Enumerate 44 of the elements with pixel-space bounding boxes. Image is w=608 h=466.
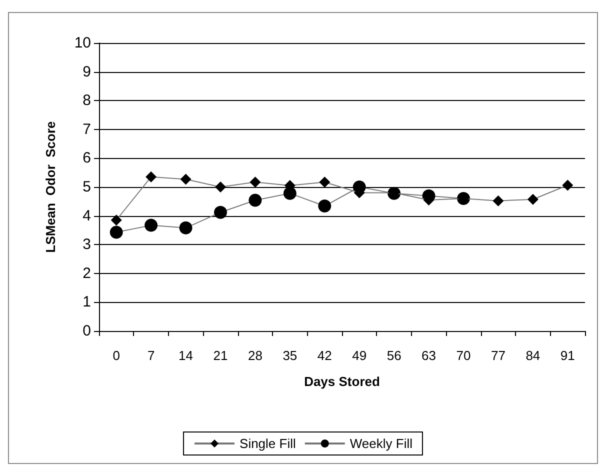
y-tick-label: 3 <box>82 236 91 254</box>
point <box>492 195 504 206</box>
x-tick-label: 42 <box>317 348 332 363</box>
x-tick-label: 63 <box>422 348 436 363</box>
point <box>319 176 330 188</box>
y-tick-label: 2 <box>82 264 91 282</box>
y-tick-label: 9 <box>82 63 91 80</box>
point <box>144 218 158 232</box>
point <box>248 194 262 207</box>
x-tick-label: 91 <box>560 348 575 363</box>
legend-label: Single Fill <box>240 436 296 451</box>
point <box>527 194 538 205</box>
point <box>146 171 157 182</box>
x-tick-label: 28 <box>248 348 262 363</box>
y-tick-label: 6 <box>82 150 91 167</box>
x-tick-label: 49 <box>352 348 367 363</box>
point <box>215 182 226 192</box>
y-axis-title: LSMean Odor Score <box>43 121 58 253</box>
y-tick-label: 7 <box>82 120 91 138</box>
x-tick-label: 84 <box>526 348 540 363</box>
point <box>180 174 192 185</box>
x-tick-label: 35 <box>282 348 298 363</box>
y-tick-label: 5 <box>82 178 91 196</box>
x-tick-label: 0 <box>112 348 120 363</box>
point <box>110 226 123 239</box>
x-tick-label: 7 <box>147 348 155 363</box>
x-tick-label: 21 <box>213 348 228 363</box>
x-axis-title: Days Stored <box>304 374 380 389</box>
point <box>179 221 192 234</box>
x-tick-label: 14 <box>178 348 194 363</box>
x-tick-label: 70 <box>456 348 471 363</box>
point <box>318 200 332 213</box>
y-tick-label: 1 <box>82 294 91 311</box>
legend-label: Weekly Fill <box>350 436 413 451</box>
point <box>562 180 574 191</box>
point <box>214 206 227 219</box>
point <box>110 214 122 226</box>
point <box>250 176 261 188</box>
x-tick-label: 77 <box>490 348 506 363</box>
y-tick-label: 0 <box>82 322 91 340</box>
y-tick-label: 4 <box>82 207 91 224</box>
y-tick-label: 8 <box>82 92 91 110</box>
y-tick-label: 10 <box>74 34 91 52</box>
x-tick-label: 56 <box>386 348 402 363</box>
